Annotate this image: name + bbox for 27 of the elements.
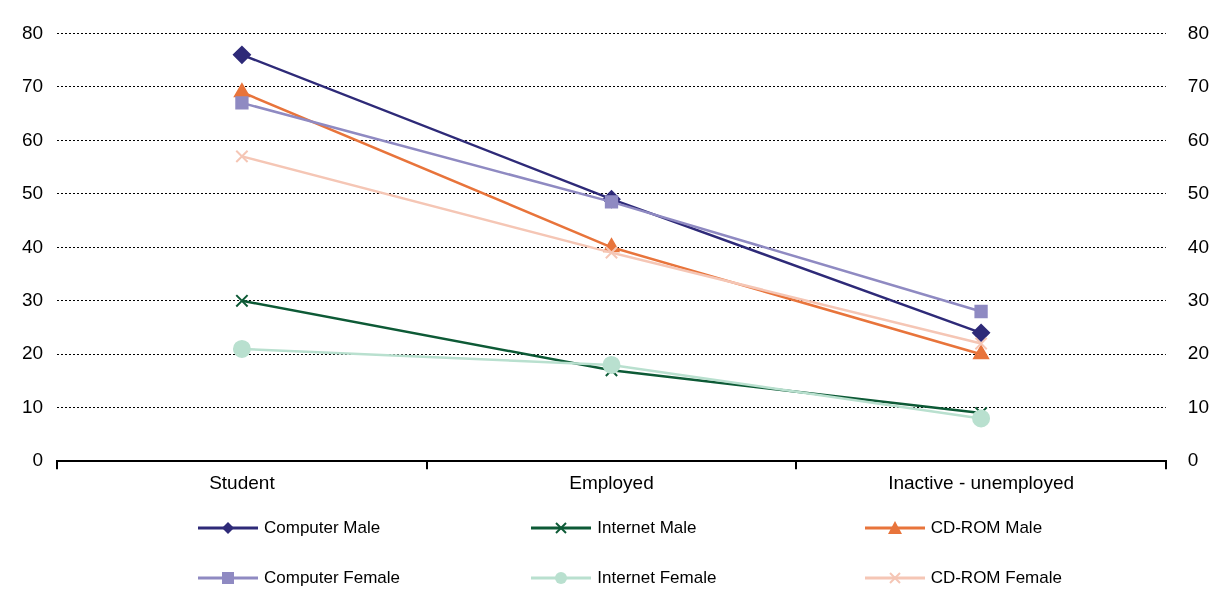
y-tick-label: 0 xyxy=(32,449,44,471)
y2-tick-label: 50 xyxy=(1187,182,1210,204)
x-tick-label: Employed xyxy=(569,471,654,493)
legend-label: Computer Male xyxy=(264,518,381,538)
y-tick-label: 10 xyxy=(21,395,44,417)
y2-tick-label: 40 xyxy=(1187,235,1210,257)
y2-tick-label: 10 xyxy=(1187,395,1210,417)
legend-label: CD-ROM Female xyxy=(930,568,1062,588)
y-tick-label: 60 xyxy=(21,128,44,150)
legend-label: Internet Male xyxy=(597,518,697,538)
y2-tick-label: 30 xyxy=(1187,289,1210,311)
y-tick-label: 70 xyxy=(21,75,44,97)
y-tick-label: 40 xyxy=(21,235,44,257)
x-tick-label: Student xyxy=(209,471,276,493)
legend-label: CD-ROM Male xyxy=(930,518,1043,538)
y2-tick-label: 70 xyxy=(1187,75,1210,97)
y2-tick-label: 60 xyxy=(1187,128,1210,150)
x-tick-label: Inactive - unemployed xyxy=(888,471,1075,493)
y2-tick-label: 0 xyxy=(1187,449,1199,471)
y2-tick-label: 80 xyxy=(1187,21,1210,43)
y2-tick-label: 20 xyxy=(1187,342,1210,364)
legend-label: Internet Female xyxy=(597,568,717,588)
legend-label: Computer Female xyxy=(264,568,401,588)
y-tick-label: 20 xyxy=(21,342,44,364)
y-tick-label: 50 xyxy=(21,182,44,204)
y-tick-label: 80 xyxy=(21,21,44,43)
y-tick-label: 30 xyxy=(21,289,44,311)
